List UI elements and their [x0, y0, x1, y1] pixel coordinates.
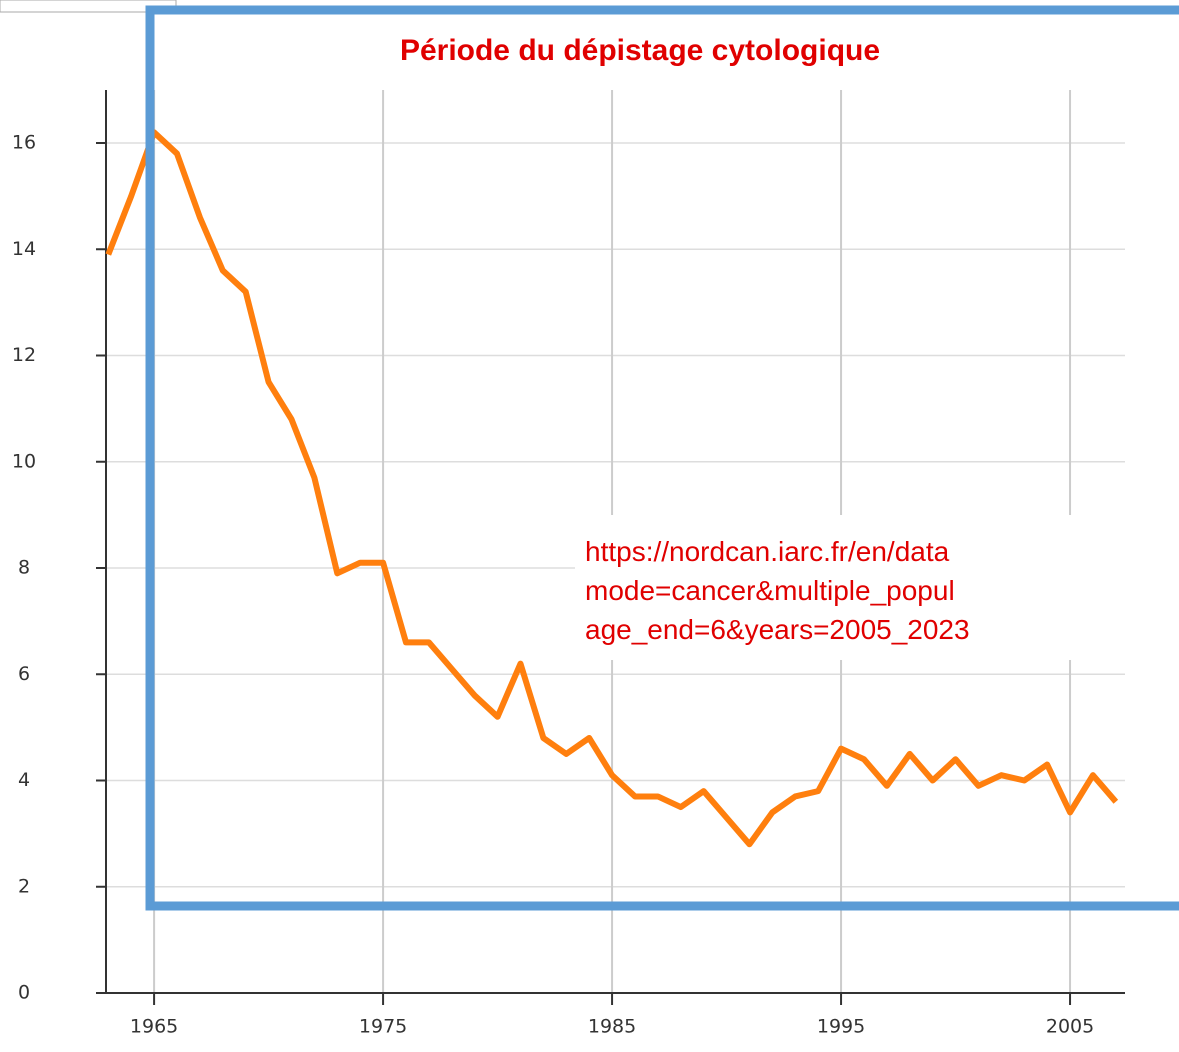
y-tick-label: 2: [18, 875, 30, 897]
y-tick-label: 0: [18, 982, 30, 1004]
y-tick-label: 14: [12, 238, 36, 260]
data-line: [105, 129, 1119, 848]
annotation-box: [575, 515, 1179, 660]
annotation-line: https://nordcan.iarc.fr/en/data: [585, 536, 950, 567]
y-tick-label: 6: [18, 663, 30, 685]
x-tick-label: 1965: [130, 1016, 178, 1038]
y-tick-label: 4: [18, 769, 30, 791]
x-tick-label: 2005: [1046, 1016, 1094, 1038]
plot: [105, 129, 1119, 848]
y-tick-label: 8: [18, 557, 30, 579]
y-tick-label: 10: [12, 450, 36, 472]
chart-title: Période du dépistage cytologique: [400, 34, 880, 67]
x-tick-label: 1975: [359, 1016, 407, 1038]
highlight-frame: [145, 5, 1179, 911]
annotation: https://nordcan.iarc.fr/en/data mode=canc…: [585, 536, 970, 645]
annotation-line: age_end=6&years=2005_2023: [585, 614, 970, 645]
x-tick-label: 1985: [588, 1016, 636, 1038]
y-tick-label: 12: [12, 344, 36, 366]
annotation-line: mode=cancer&multiple_popul: [585, 575, 955, 606]
y-tick-label: 16: [12, 132, 36, 154]
x-tick-label: 1995: [817, 1016, 865, 1038]
